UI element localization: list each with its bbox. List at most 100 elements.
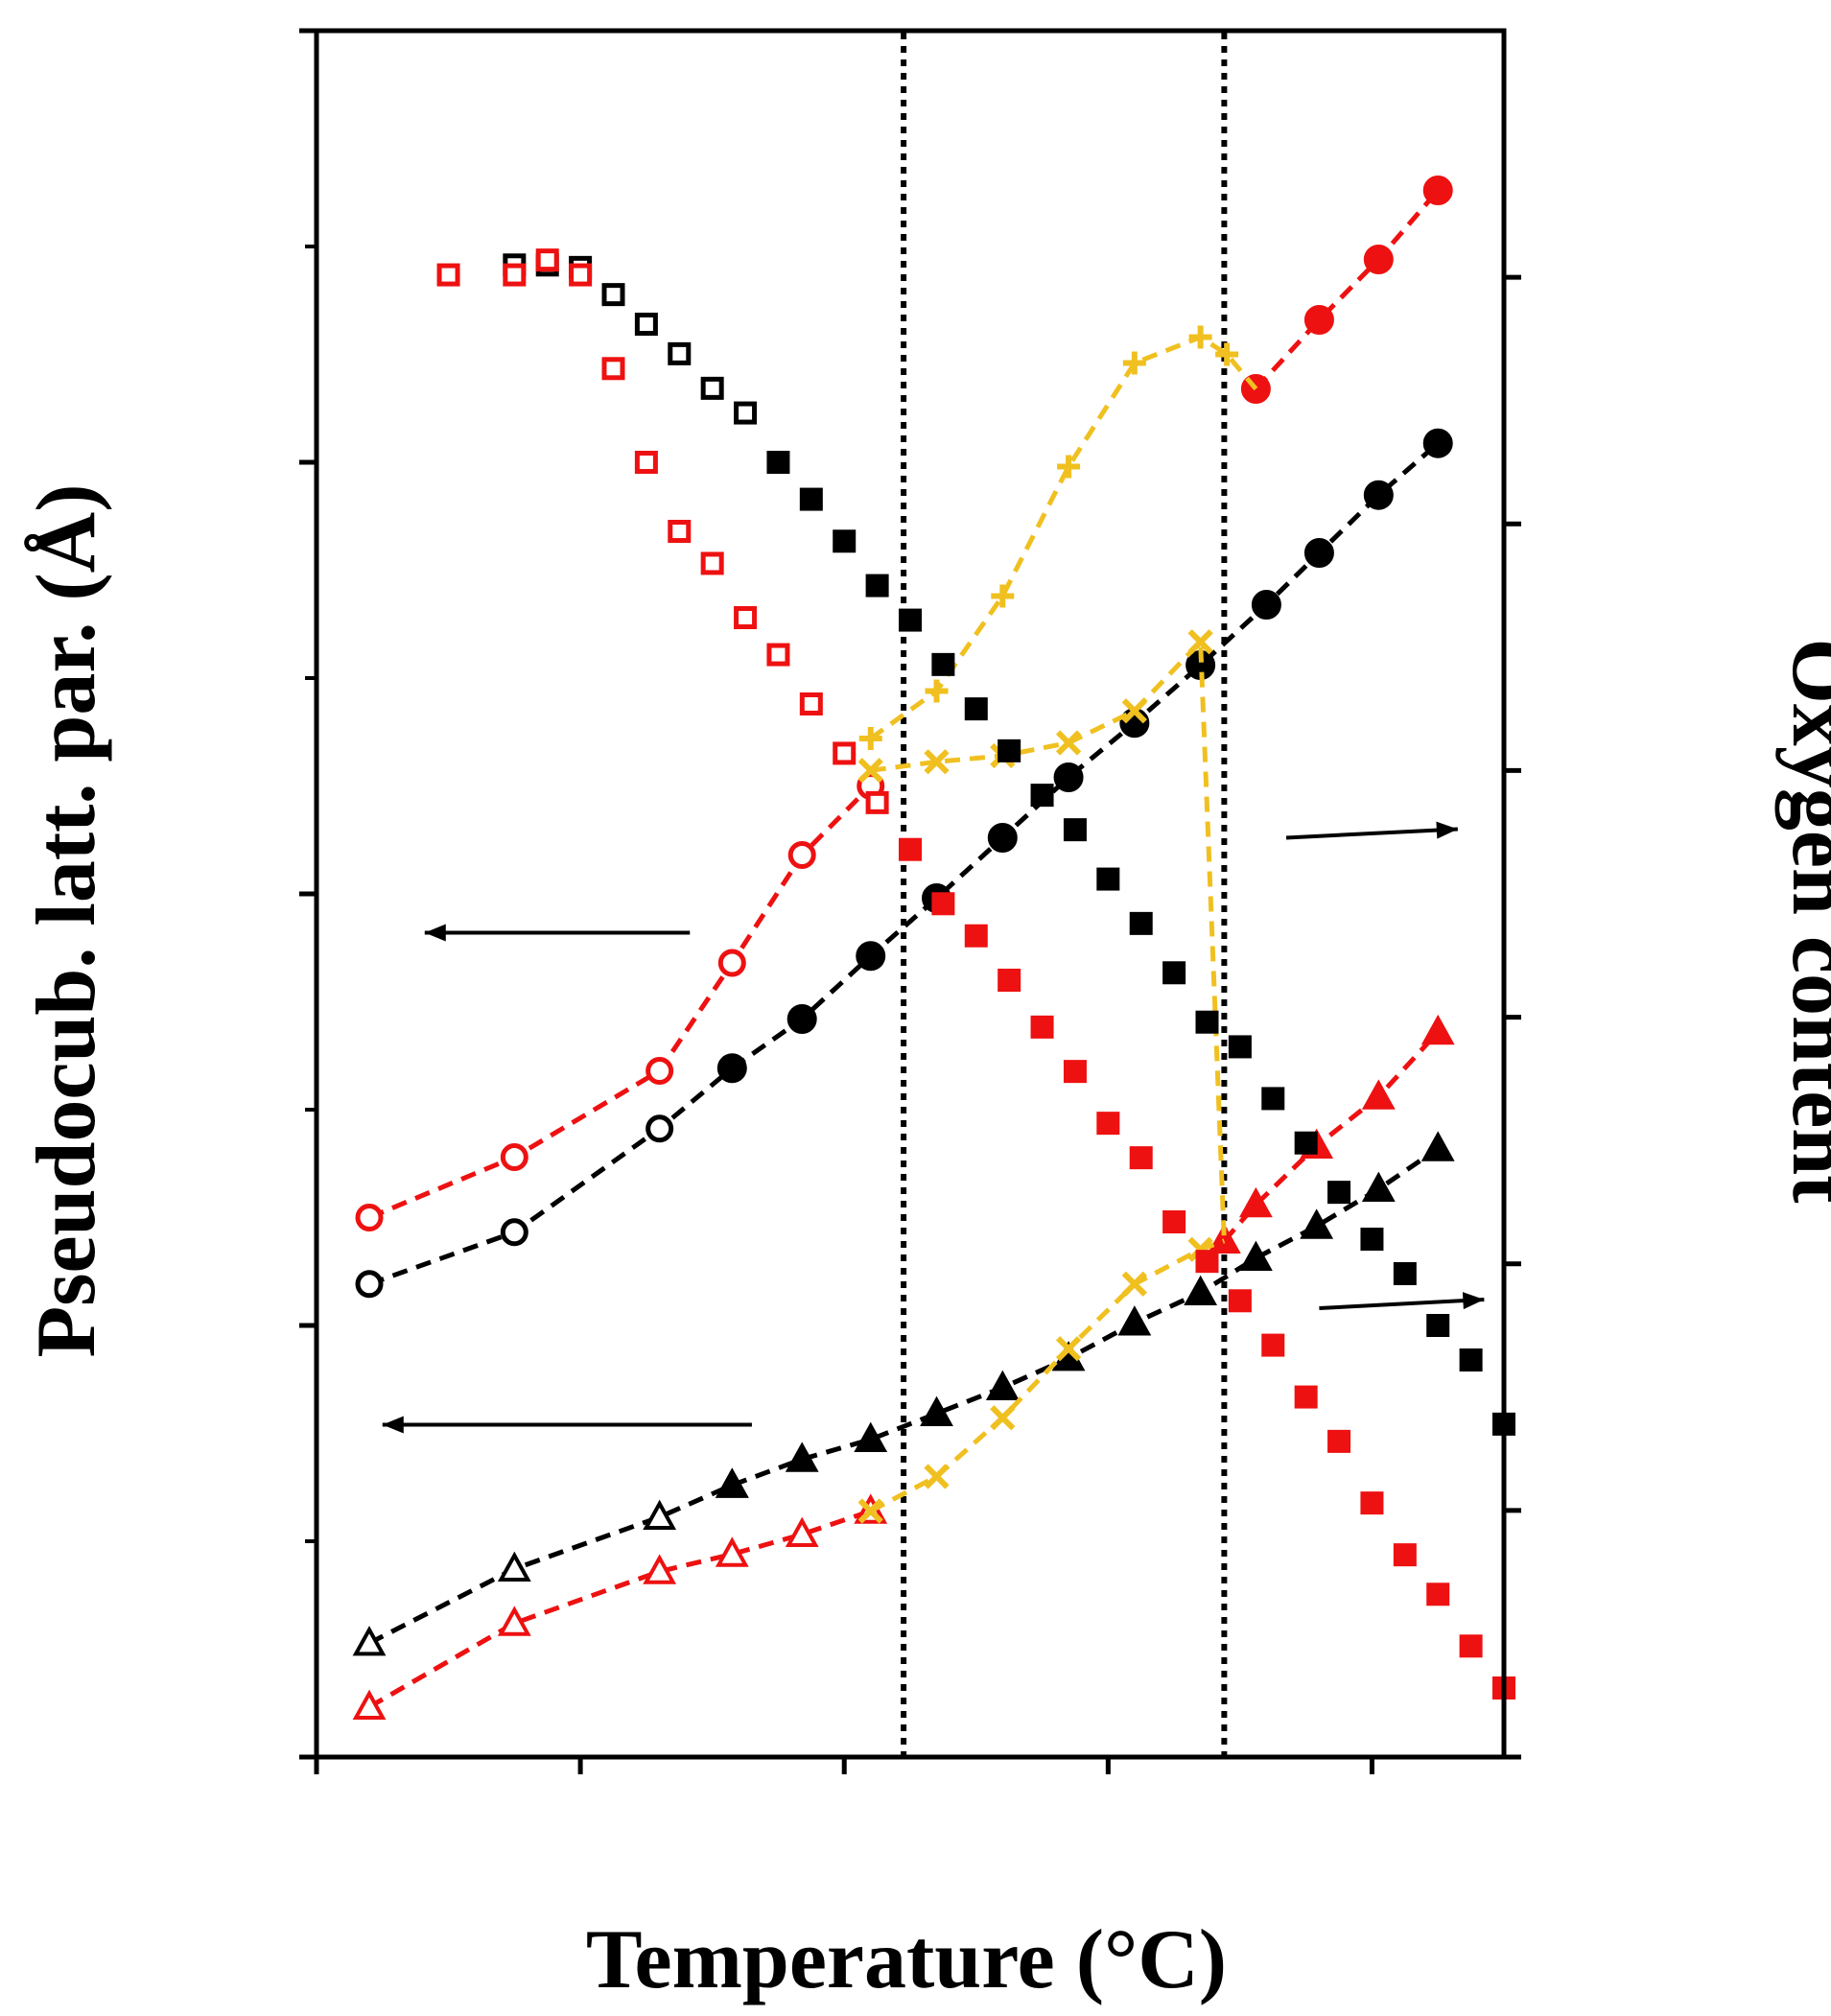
data-point	[987, 823, 1018, 853]
data-point	[1057, 455, 1081, 479]
data-point	[1420, 1014, 1455, 1045]
series-line	[870, 636, 1227, 1241]
axis-arrow	[424, 924, 691, 942]
series-0	[355, 772, 885, 1231]
data-point	[1129, 1146, 1153, 1170]
data-point	[1053, 762, 1084, 792]
data-point	[634, 451, 658, 474]
data-point	[1294, 1131, 1318, 1155]
data-point	[1055, 1336, 1082, 1362]
data-point	[646, 1057, 674, 1085]
data-point	[352, 1626, 387, 1656]
arrow-head	[1462, 1292, 1485, 1310]
data-point	[1187, 629, 1213, 655]
marker-stroke	[924, 1464, 950, 1489]
data-point	[998, 969, 1021, 992]
data-point	[925, 679, 949, 703]
data-point	[355, 1270, 384, 1299]
y-axis-left-title-prefix: Pseudocub. latt. par. (	[20, 573, 113, 1357]
data-point	[1303, 538, 1334, 568]
series-2	[716, 428, 1453, 1084]
data-point	[1030, 784, 1054, 808]
data-point	[1422, 176, 1453, 205]
data-point	[1121, 698, 1147, 724]
data-point	[1261, 1087, 1285, 1111]
data-point	[1162, 1210, 1186, 1233]
data-point	[1361, 1079, 1396, 1110]
data-point	[643, 1499, 677, 1530]
data-point	[1261, 1333, 1285, 1357]
phase-boundaries	[901, 33, 1228, 1755]
data-point	[715, 1467, 749, 1498]
data-point	[1459, 1634, 1483, 1658]
data-point	[1195, 1010, 1219, 1034]
data-point	[1300, 1208, 1334, 1239]
data-point	[700, 551, 724, 575]
series-line	[368, 1066, 734, 1287]
data-point	[1393, 1543, 1417, 1567]
data-point	[785, 1516, 819, 1547]
data-point	[668, 341, 692, 365]
data-point	[1129, 911, 1153, 935]
data-point	[1251, 590, 1281, 620]
series-line	[730, 441, 1440, 1070]
data-point	[1360, 1491, 1384, 1515]
axis-arrow	[1285, 821, 1458, 840]
data-point	[1055, 730, 1082, 756]
data-point	[1393, 1262, 1417, 1285]
data-point	[715, 1536, 749, 1567]
data-point	[1184, 1275, 1218, 1305]
x-axis-title: Temperature (°C)	[586, 1913, 1227, 2006]
data-point	[1188, 325, 1212, 349]
data-point	[1121, 1271, 1147, 1297]
data-point	[1426, 1582, 1450, 1606]
data-point	[1422, 428, 1453, 458]
data-point	[1030, 1015, 1054, 1039]
data-point	[1360, 1228, 1384, 1251]
data-point	[1420, 1131, 1455, 1161]
data-point	[1426, 1314, 1450, 1337]
marker-stroke	[1121, 1271, 1147, 1297]
arrow-head	[424, 924, 446, 942]
data-point	[497, 1551, 531, 1582]
data-point	[1063, 818, 1087, 842]
series-9	[857, 629, 1227, 1241]
data-point	[1096, 1112, 1120, 1136]
data-point	[497, 1606, 531, 1636]
data-point	[1117, 1305, 1152, 1336]
data-point	[1294, 1385, 1318, 1409]
y-axis-left-title-unit: Å	[20, 512, 113, 574]
data-point	[646, 1114, 674, 1143]
data-point	[717, 949, 746, 977]
data-point	[964, 924, 988, 948]
y-axis-right-title: Oxygen content	[1774, 638, 1831, 1203]
data-point	[924, 749, 950, 775]
data-point	[990, 1405, 1016, 1431]
data-point	[985, 1370, 1020, 1400]
data-point	[1327, 1429, 1351, 1453]
data-point	[833, 741, 857, 765]
data-point	[1228, 1289, 1252, 1313]
data-point	[503, 263, 527, 287]
data-point	[920, 1395, 953, 1426]
marker-stroke	[857, 758, 883, 784]
series-6	[1240, 176, 1453, 404]
data-point	[964, 697, 988, 721]
data-point	[785, 1442, 819, 1472]
data-point	[601, 283, 625, 307]
data-point	[857, 758, 883, 784]
arrow-head	[382, 1416, 404, 1434]
data-point	[865, 790, 889, 814]
data-point	[500, 1218, 528, 1247]
data-point	[1459, 1348, 1483, 1371]
annotations	[382, 821, 1485, 1434]
data-point	[1122, 351, 1146, 375]
data-series	[352, 176, 1515, 1720]
data-point	[1228, 1035, 1252, 1059]
series-line	[368, 784, 873, 1220]
series-8	[858, 325, 1258, 750]
marker-stroke	[1187, 1236, 1213, 1262]
data-point	[436, 263, 460, 287]
arrow-shaft	[1285, 827, 1458, 840]
data-point	[1096, 867, 1120, 891]
